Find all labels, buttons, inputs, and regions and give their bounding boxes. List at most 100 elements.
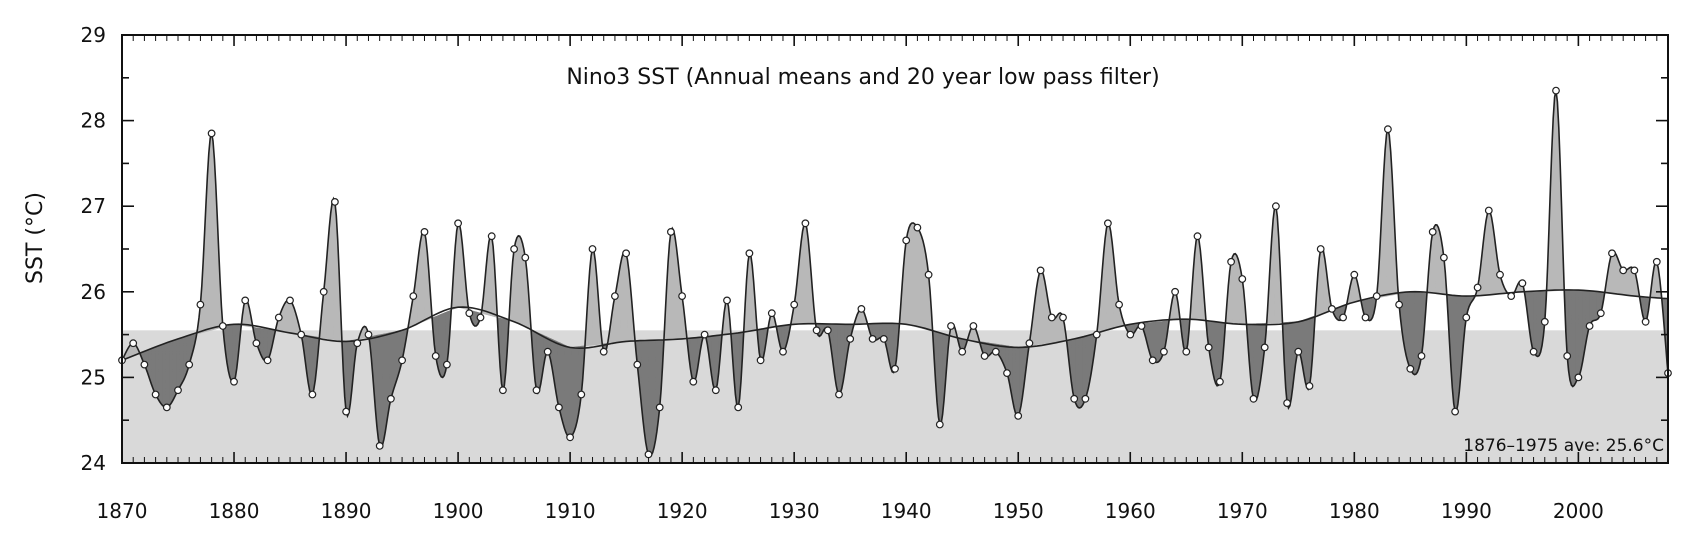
data-point [1103,219,1112,228]
data-point [767,309,776,318]
data-point [577,390,586,399]
text-layer: Nino3 SST (Annual means and 20 year low … [23,23,1664,523]
data-point [947,322,955,330]
data-point [174,386,182,395]
y-tick-label: 27 [81,194,106,218]
data-point [1283,399,1291,408]
data-point [230,377,238,386]
data-point [913,223,922,232]
data-point [779,347,787,356]
data-point [1271,202,1280,211]
data-point [465,309,474,318]
axes-layer [121,34,1669,464]
data-point [711,386,720,395]
data-point [252,339,261,348]
y-tick-label: 28 [81,109,106,133]
data-point [532,386,541,395]
data-point [1159,347,1168,356]
data-point [812,326,821,335]
average-annotation: 1876–1975 ave: 25.6°C [1463,436,1664,456]
warm-anomaly-fill [121,90,1662,361]
x-tick-label: 1920 [657,499,708,523]
data-point [521,253,530,262]
data-point [409,292,418,301]
data-point [286,296,294,305]
data-point [1339,313,1347,322]
low-pass-filter-line [121,289,1669,362]
data-point [611,292,619,301]
x-tick-label: 2000 [1553,499,1604,523]
data-point [1361,313,1370,322]
data-point [566,433,574,442]
data-point [745,249,754,258]
data-point [319,287,328,296]
data-point [1563,352,1572,360]
data-point [1350,270,1359,279]
data-point [1003,369,1011,378]
y-axis-label: SST (°C) [23,192,48,284]
data-point [331,197,339,206]
data-point [353,339,362,348]
data-point [1036,266,1045,275]
chart-title: Nino3 SST (Annual means and 20 year low … [566,65,1159,90]
x-tick-label: 1880 [209,499,260,523]
data-point [1249,394,1258,403]
data-point [1137,322,1146,330]
data-point [1227,257,1235,266]
data-point [454,219,463,228]
data-point [1473,283,1482,292]
data-point [1630,266,1639,275]
data-point [241,296,250,305]
data-point [218,322,227,330]
data-point [991,347,1000,356]
data-point [274,313,283,322]
data-point [633,360,642,369]
data-point [1518,279,1527,288]
data-point [1327,305,1336,313]
data-point [1608,249,1616,258]
data-point [667,227,675,236]
data-point [1552,86,1560,95]
data-point [1148,356,1157,365]
data-point [1406,364,1415,373]
data-point [1372,292,1381,301]
data-point [1047,313,1056,322]
y-tick-label: 26 [81,280,106,304]
data-point [1417,352,1426,360]
data-point [297,330,306,339]
x-tick-label: 1970 [1217,499,1268,523]
data-point [644,450,653,459]
data-point [835,390,843,399]
data-point [185,360,194,369]
data-point [1596,309,1605,318]
x-tick-label: 1950 [993,499,1044,523]
x-tick-label: 1990 [1441,499,1492,523]
x-tick-label: 1910 [545,499,596,523]
data-point [431,352,440,360]
data-point [622,249,630,258]
data-point [1215,377,1224,386]
data-points-layer [118,86,1672,459]
data-point [655,403,664,412]
data-point [823,326,832,335]
data-point [1059,313,1067,322]
data-point [857,305,866,313]
data-point [1585,322,1594,330]
y-tick-label: 24 [81,451,106,475]
data-point [958,347,967,356]
data-point [1294,347,1303,356]
data-point [700,330,709,339]
data-point [375,442,384,450]
data-point [756,356,765,365]
data-point [879,335,888,343]
data-point [162,403,171,412]
data-point [263,356,272,365]
data-point [935,420,944,429]
data-point [140,360,149,369]
data-point [1619,266,1628,275]
data-point [1025,339,1034,348]
data-point [1126,330,1135,339]
data-point [364,330,373,339]
data-point [723,296,731,305]
